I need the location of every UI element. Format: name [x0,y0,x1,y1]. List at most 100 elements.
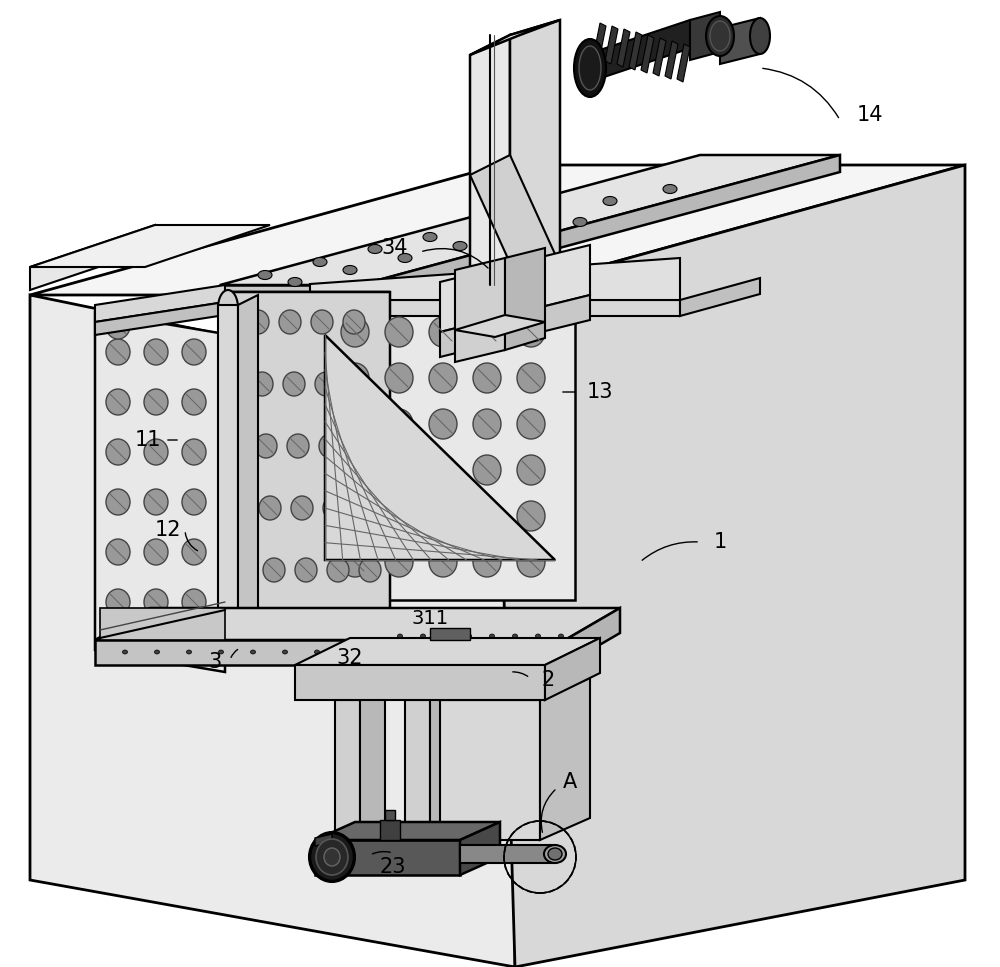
Polygon shape [605,26,618,64]
Ellipse shape [182,439,206,465]
Ellipse shape [347,372,369,396]
Ellipse shape [106,589,130,615]
Ellipse shape [473,317,501,347]
Polygon shape [545,638,600,700]
Ellipse shape [558,634,564,638]
Polygon shape [430,628,470,640]
Polygon shape [565,608,620,665]
Polygon shape [380,820,400,840]
Polygon shape [30,165,965,295]
Ellipse shape [144,439,168,465]
Polygon shape [460,822,500,875]
Polygon shape [30,295,515,967]
Ellipse shape [359,558,381,582]
Ellipse shape [517,501,545,531]
Ellipse shape [311,310,333,334]
Ellipse shape [573,218,587,226]
Polygon shape [325,335,555,560]
Ellipse shape [444,634,449,638]
Text: 34: 34 [382,238,408,258]
Ellipse shape [385,547,413,577]
Ellipse shape [544,845,566,863]
Ellipse shape [517,455,545,485]
Ellipse shape [429,455,457,485]
Polygon shape [238,295,258,648]
Ellipse shape [144,589,168,615]
Ellipse shape [343,310,365,334]
Ellipse shape [315,372,337,396]
Ellipse shape [429,409,457,439]
Ellipse shape [475,650,480,654]
Ellipse shape [291,496,313,520]
Polygon shape [220,285,360,302]
Ellipse shape [429,363,457,393]
Ellipse shape [603,196,617,206]
Text: 12: 12 [155,520,181,540]
Ellipse shape [398,253,412,262]
Text: 3: 3 [208,652,222,672]
Polygon shape [680,278,760,316]
Ellipse shape [473,363,501,393]
Ellipse shape [663,185,677,193]
Ellipse shape [255,434,277,458]
Ellipse shape [443,650,448,654]
Polygon shape [325,302,575,600]
Polygon shape [310,258,680,300]
Polygon shape [440,245,590,332]
Polygon shape [405,700,430,840]
Text: 311: 311 [411,608,449,628]
Polygon shape [95,608,620,640]
Ellipse shape [517,317,545,347]
Ellipse shape [324,848,340,866]
Ellipse shape [259,496,281,520]
Ellipse shape [251,650,256,654]
Ellipse shape [182,339,206,365]
Polygon shape [495,165,965,967]
Polygon shape [440,700,540,840]
Polygon shape [95,640,565,665]
Ellipse shape [411,650,416,654]
Polygon shape [360,155,840,302]
Ellipse shape [323,496,345,520]
Polygon shape [30,225,270,267]
Ellipse shape [398,634,403,638]
Ellipse shape [750,18,770,54]
Polygon shape [310,300,680,316]
Polygon shape [455,315,545,337]
Ellipse shape [579,46,601,90]
Ellipse shape [483,220,497,229]
Ellipse shape [351,434,373,458]
Ellipse shape [429,547,457,577]
Ellipse shape [355,496,377,520]
Ellipse shape [429,501,457,531]
Ellipse shape [288,278,302,286]
Polygon shape [510,20,560,295]
Ellipse shape [574,39,606,97]
Ellipse shape [517,547,545,577]
Polygon shape [617,29,630,67]
Ellipse shape [385,409,413,439]
Polygon shape [225,292,390,652]
Ellipse shape [279,310,301,334]
Polygon shape [641,35,654,73]
Polygon shape [540,678,590,840]
Polygon shape [100,608,225,640]
Ellipse shape [144,489,168,515]
Polygon shape [455,258,505,362]
Ellipse shape [513,229,527,239]
Text: 23: 23 [380,857,406,877]
Polygon shape [629,32,642,70]
Ellipse shape [155,650,160,654]
Ellipse shape [473,455,501,485]
Polygon shape [653,38,666,76]
Polygon shape [95,292,390,312]
Ellipse shape [507,650,512,654]
Polygon shape [30,225,155,290]
Ellipse shape [341,317,369,347]
Ellipse shape [385,317,413,347]
Ellipse shape [144,539,168,565]
Ellipse shape [106,489,130,515]
Text: 2: 2 [541,670,555,690]
Polygon shape [430,688,455,840]
Ellipse shape [313,257,327,267]
